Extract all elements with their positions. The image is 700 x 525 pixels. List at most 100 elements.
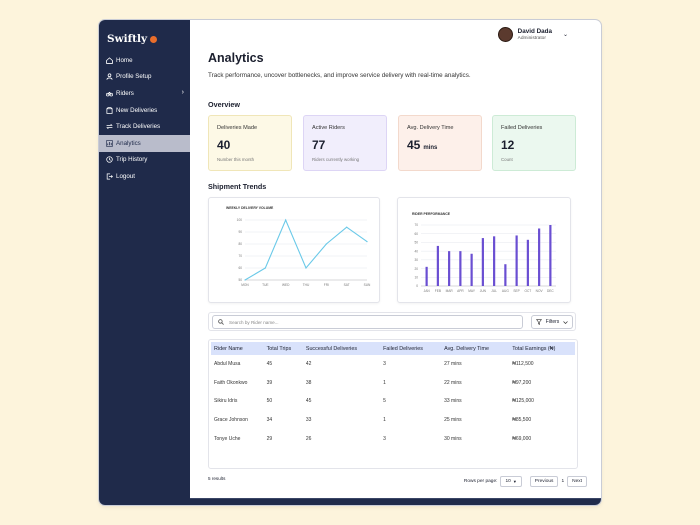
table-row[interactable]: Abdul Musa 45 42 3 27 mins ₦112,500 — [211, 355, 575, 374]
rows-per-page-select[interactable]: 10 ▼ — [500, 476, 522, 487]
table-cell: 39 — [266, 379, 273, 386]
x-tick-label: SAT — [344, 283, 350, 287]
sidebar-item-label: Home — [116, 56, 133, 64]
main-content: David Dada Administrator ⌄ Analytics Tra… — [190, 20, 601, 505]
y-tick-label: 0 — [416, 284, 418, 288]
sidebar-item-new-deliveries[interactable]: New Deliveries — [99, 102, 190, 119]
bar — [549, 225, 552, 286]
table-cell: 33 — [305, 417, 312, 424]
user-menu[interactable]: David Dada Administrator ⌄ — [497, 27, 568, 42]
y-tick-label: 90 — [238, 230, 242, 234]
rows-per-page-value: 10 — [505, 479, 511, 484]
y-tick-label: 50 — [238, 278, 242, 282]
chart-title: RIDER PERFORMANCE — [412, 212, 451, 216]
stat-card-label: Failed Deliveries — [501, 125, 543, 131]
data-point — [285, 219, 287, 221]
weekly-delivery-chart: WEEKLY DELIVERY VOLUME 50 60 70 80 90 100 MON TU… — [208, 197, 380, 303]
x-tick-label: THU — [303, 283, 310, 287]
data-point — [244, 279, 246, 281]
table-cell: 26 — [305, 435, 312, 442]
table-body: Abdul Musa 45 42 3 27 mins ₦112,500 Faith Okon… — [211, 355, 575, 448]
user-role: Administrator — [517, 36, 546, 41]
x-tick-label: MAR — [446, 289, 454, 293]
sidebar-item-track-deliveries[interactable]: Track Deliveries — [99, 118, 190, 135]
y-tick-label: 10 — [414, 275, 418, 279]
previous-button[interactable]: Previous — [529, 476, 559, 487]
next-button[interactable]: Next — [567, 476, 587, 487]
logout-icon — [105, 172, 113, 180]
table-row[interactable]: Faith Okonkwo 39 38 1 22 mins ₦97,200 — [211, 374, 575, 393]
column-header: Total Trips — [266, 345, 292, 352]
table-cell: ₦69,000 — [512, 435, 532, 442]
brand-logo[interactable]: Swiftly — [107, 33, 158, 45]
table-cell: ₦112,500 — [512, 361, 534, 368]
brand-mark-icon — [150, 35, 158, 43]
chart-icon — [105, 139, 113, 147]
table-row[interactable]: Tonye Uche 29 26 3 30 mins ₦69,000 — [211, 429, 575, 448]
bar — [470, 253, 473, 286]
stat-card-label: Avg. Delivery Time — [407, 125, 454, 131]
data-point — [325, 243, 327, 245]
sidebar-item-label: Analytics — [116, 139, 141, 147]
bar — [448, 251, 451, 286]
swap-icon — [105, 123, 113, 131]
sidebar-item-analytics[interactable]: Analytics — [99, 134, 190, 152]
column-header: Total Earnings (₦) — [512, 345, 556, 352]
chart-title: WEEKLY DELIVERY VOLUME — [226, 206, 274, 210]
table-cell: ₦97,200 — [512, 379, 532, 386]
sidebar-item-logout[interactable]: Logout — [99, 168, 190, 185]
sidebar-item-label: New Deliveries — [116, 106, 158, 114]
filters-button[interactable]: Filters — [531, 315, 573, 329]
bar — [515, 235, 518, 286]
table-cell: 45 — [266, 361, 273, 368]
x-tick-label: FRI — [324, 283, 329, 287]
y-tick-label: 60 — [238, 266, 242, 270]
stat-card-note: Number this month — [217, 157, 255, 162]
stat-card-value-wrap: 40 — [217, 138, 283, 152]
sidebar-item-home[interactable]: Home — [99, 52, 190, 69]
table-cell: 34 — [266, 417, 273, 424]
chevron-down-icon[interactable]: ⌄ — [562, 32, 568, 38]
table-row[interactable]: Grace Johnson 34 33 1 25 mins ₦85,500 — [211, 411, 575, 430]
table-cell: Grace Johnson — [214, 417, 248, 424]
chevron-down-icon — [563, 320, 569, 324]
stat-card-label: Active Riders — [312, 125, 345, 131]
table-cell: Sikiru Idris — [214, 398, 238, 405]
search-input[interactable]: Search by Rider name... — [212, 315, 523, 329]
stat-card-note: Riders currently working — [312, 157, 360, 162]
stat-card-value: 40 — [217, 138, 231, 152]
table-cell: Abdul Musa — [214, 361, 241, 368]
table-cell: 50 — [266, 398, 273, 405]
table-row[interactable]: Sikiru Idris 50 45 5 33 mins ₦125,000 — [211, 392, 575, 411]
bar — [526, 239, 529, 286]
y-tick-label: 40 — [414, 249, 418, 253]
table-cell: 22 mins — [444, 379, 462, 386]
shipment-trends-heading: Shipment Trends — [208, 182, 267, 191]
y-tick-label: 100 — [237, 218, 243, 222]
bar — [481, 238, 484, 286]
page-subtitle: Track performance, uncover bottlenecks, … — [208, 72, 471, 79]
stat-card-value: 45 — [407, 138, 421, 152]
x-tick-label: APR — [457, 289, 464, 293]
bar — [504, 264, 507, 286]
sidebar-item-profile-setup[interactable]: Profile Setup — [99, 69, 190, 86]
sidebar-item-riders[interactable]: Riders › — [99, 85, 190, 102]
results-count: 5 results — [208, 476, 226, 481]
x-tick-label: MAY — [468, 289, 476, 293]
sidebar-item-label: Profile Setup — [116, 73, 152, 81]
table-cell: 38 — [305, 379, 312, 386]
app-window: Swiftly Home Profile Setup Riders › New Deli… — [99, 20, 601, 505]
column-header: Failed Deliveries — [383, 345, 423, 352]
stat-card-value-wrap: 12 — [501, 138, 567, 152]
user-icon — [105, 73, 113, 81]
stat-card-value: 12 — [501, 138, 515, 152]
x-tick-label: OCT — [525, 289, 532, 293]
y-tick-label: 30 — [414, 258, 418, 262]
stat-card-failed-deliveries: Failed Deliveries 12 Count — [492, 115, 576, 171]
table-cell: 1 — [383, 417, 386, 424]
sidebar-item-label: Track Deliveries — [116, 123, 161, 131]
table-cell: 3 — [383, 435, 386, 442]
table-cell: ₦85,500 — [512, 417, 532, 424]
sidebar-item-trip-history[interactable]: Trip History — [99, 152, 190, 169]
x-tick-label: JUN — [480, 289, 487, 293]
